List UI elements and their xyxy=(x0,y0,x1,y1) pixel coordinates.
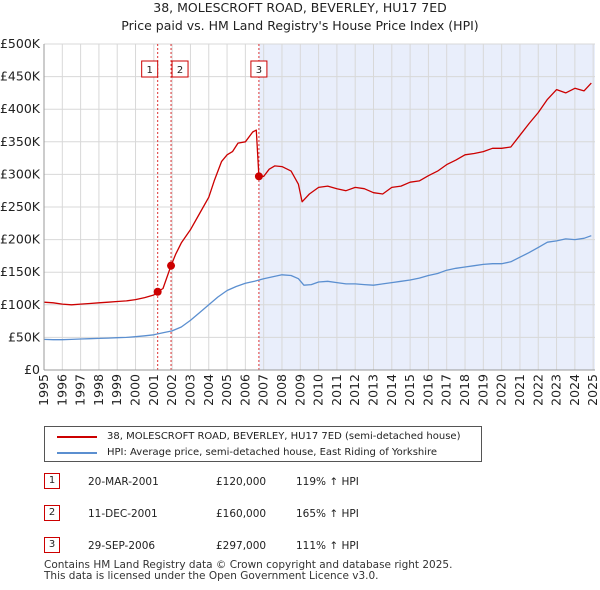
y-tick-label: £100K xyxy=(0,297,41,312)
sale-point xyxy=(254,172,263,181)
legend-label-property: 38, MOLESCROFT ROAD, BEVERLEY, HU17 7ED … xyxy=(107,431,461,442)
x-tick-label: 2003 xyxy=(182,374,197,406)
sale-marker-label: 2 xyxy=(177,65,183,76)
x-tick-label: 2000 xyxy=(128,374,143,406)
x-tick-label: 2001 xyxy=(146,374,161,406)
transaction-hpi: 111% ↑ HPI xyxy=(296,540,359,552)
x-tick-label: 1997 xyxy=(73,374,88,406)
x-tick-label: 2024 xyxy=(567,374,582,406)
x-tick-label: 2002 xyxy=(164,374,179,406)
x-tick-label: 2010 xyxy=(311,374,326,406)
legend-swatch-property xyxy=(57,436,97,438)
x-tick-label: 2023 xyxy=(549,374,564,406)
legend-label-hpi: HPI: Average price, semi-detached house,… xyxy=(107,447,438,458)
y-tick-label: £150K xyxy=(0,264,41,279)
legend-swatch-hpi xyxy=(57,452,97,454)
x-tick-label: 2015 xyxy=(402,374,417,406)
x-tick-label: 2007 xyxy=(256,374,271,406)
x-tick-label: 2020 xyxy=(494,374,509,406)
legend-item-property: 38, MOLESCROFT ROAD, BEVERLEY, HU17 7ED … xyxy=(57,429,460,445)
price-chart: 38, MOLESCROFT ROAD, BEVERLEY, HU17 7ED … xyxy=(0,0,600,406)
transaction-date: 20-MAR-2001 xyxy=(88,476,159,488)
x-tick-label: 2004 xyxy=(201,374,216,406)
chart-title: 38, MOLESCROFT ROAD, BEVERLEY, HU17 7ED xyxy=(153,0,447,15)
transaction-badge: 2 xyxy=(44,505,60,521)
legend: 38, MOLESCROFT ROAD, BEVERLEY, HU17 7ED … xyxy=(44,426,482,462)
x-tick-label: 2009 xyxy=(292,374,307,406)
transaction-date: 29-SEP-2006 xyxy=(88,540,156,552)
transaction-price: £297,000 xyxy=(216,540,267,552)
y-tick-label: £500K xyxy=(0,36,41,51)
x-tick-label: 2011 xyxy=(329,374,344,406)
legend-item-hpi: HPI: Average price, semi-detached house,… xyxy=(57,445,437,461)
x-tick-label: 2022 xyxy=(530,374,545,406)
x-tick-label: 2019 xyxy=(475,374,490,406)
y-tick-label: £0 xyxy=(24,362,40,377)
y-tick-label: £50K xyxy=(8,329,41,344)
footer-line: Contains HM Land Registry data © Crown c… xyxy=(44,559,453,571)
hpi-line xyxy=(43,235,592,341)
transaction-badge: 3 xyxy=(44,537,60,553)
footer-line: This data is licensed under the Open Gov… xyxy=(44,570,379,582)
sale-marker-box xyxy=(250,60,268,78)
transaction-price: £120,000 xyxy=(216,476,267,488)
x-tick-label: 1995 xyxy=(36,374,51,406)
x-tick-label: 2017 xyxy=(439,374,454,406)
x-tick-label: 2008 xyxy=(274,374,289,406)
x-tick-label: 2025 xyxy=(585,374,600,406)
sale-point xyxy=(153,287,162,296)
x-tick-label: 2018 xyxy=(457,374,472,406)
x-tick-label: 1996 xyxy=(54,374,69,406)
x-tick-label: 2012 xyxy=(347,374,362,406)
y-tick-label: £250K xyxy=(0,199,41,214)
footer-attribution: Contains HM Land Registry data © Crown c… xyxy=(44,560,452,582)
chart-subtitle: Price paid vs. HM Land Registry's House … xyxy=(121,18,478,33)
y-tick-label: £400K xyxy=(0,101,41,116)
sale-point xyxy=(167,261,176,270)
transaction-hpi: 165% ↑ HPI xyxy=(296,508,359,520)
x-tick-label: 2013 xyxy=(366,374,381,406)
y-tick-label: £350K xyxy=(0,134,41,149)
y-tick-label: £200K xyxy=(0,232,41,247)
x-tick-label: 2005 xyxy=(219,374,234,406)
y-tick-label: £300K xyxy=(0,166,41,181)
x-tick-label: 2021 xyxy=(512,374,527,406)
sale-marker-box xyxy=(171,60,189,78)
x-tick-label: 2016 xyxy=(420,374,435,406)
transaction-date: 11-DEC-2001 xyxy=(88,508,158,520)
transaction-hpi: 119% ↑ HPI xyxy=(296,476,359,488)
x-tick-label: 1999 xyxy=(109,374,124,406)
y-tick-label: £450K xyxy=(0,69,41,84)
x-tick-label: 2006 xyxy=(237,374,252,406)
x-tick-label: 2014 xyxy=(384,374,399,406)
sale-marker-label: 3 xyxy=(256,65,262,76)
sale-marker-box xyxy=(141,60,159,78)
property-price-line xyxy=(43,82,592,306)
transaction-badge: 1 xyxy=(44,473,60,489)
x-tick-label: 1998 xyxy=(91,374,106,406)
sale-marker-label: 1 xyxy=(146,65,152,76)
transaction-price: £160,000 xyxy=(216,508,267,520)
